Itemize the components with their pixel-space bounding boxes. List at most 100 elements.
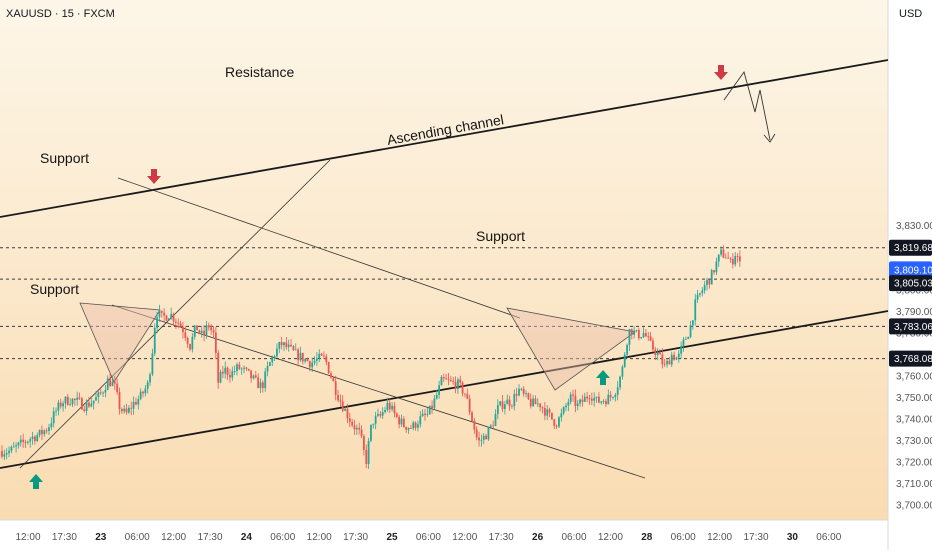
candle-body xyxy=(633,330,636,335)
candle-body xyxy=(518,388,520,396)
candle-body xyxy=(468,398,471,413)
candle-body xyxy=(229,374,231,378)
candle-body xyxy=(167,318,170,321)
candle-body xyxy=(252,375,255,379)
descending-line-upper[interactable] xyxy=(117,177,521,319)
candle-body xyxy=(692,320,694,326)
candle-body xyxy=(609,394,612,398)
candle-body xyxy=(363,436,365,450)
candle-body xyxy=(410,428,412,429)
projection-path[interactable] xyxy=(723,70,771,141)
triangle-pattern-right[interactable] xyxy=(506,307,636,391)
candle-body xyxy=(38,429,41,436)
candle-body xyxy=(398,416,401,425)
candle-body xyxy=(259,382,262,389)
candle-body xyxy=(496,405,499,415)
y-tick-label: 3,740.00 xyxy=(896,415,932,426)
candle-body xyxy=(701,290,704,294)
candle-body xyxy=(203,330,205,336)
candle-body xyxy=(595,396,598,398)
channel-lower-line[interactable] xyxy=(0,310,889,469)
candle-body xyxy=(628,329,631,345)
candle-body xyxy=(97,392,100,398)
candle-body xyxy=(92,400,95,404)
candle-body xyxy=(330,373,332,378)
candle-body xyxy=(713,270,715,273)
candle-body xyxy=(612,397,614,398)
channel-upper-line[interactable] xyxy=(0,59,889,218)
candle-body xyxy=(520,388,523,390)
candle-body xyxy=(254,375,257,378)
candle-body xyxy=(560,413,563,418)
candle-body xyxy=(323,355,325,357)
candle-body xyxy=(308,361,311,368)
candle-body xyxy=(52,411,55,424)
candle-body xyxy=(419,416,422,425)
candle-body xyxy=(689,325,692,338)
up-arrow-icon xyxy=(29,474,43,489)
y-tick-label: 3,700.00 xyxy=(896,501,932,512)
candle-body xyxy=(724,257,727,259)
candle-body xyxy=(10,446,13,451)
y-tick-label: 3,750.00 xyxy=(896,393,932,404)
candle-body xyxy=(616,387,619,395)
candle-body xyxy=(543,408,546,416)
candle-body xyxy=(73,398,76,400)
candle-body xyxy=(630,329,633,335)
level-price-tag[interactable] xyxy=(889,350,932,367)
candle-body xyxy=(489,425,492,428)
x-tick-label: 06:00 xyxy=(671,532,696,543)
candle-body xyxy=(440,377,443,386)
candle-body xyxy=(292,346,295,351)
descending-line-lower[interactable] xyxy=(111,304,646,479)
candle-body xyxy=(384,409,386,413)
triangle-pattern-left[interactable] xyxy=(79,302,161,383)
candle-body xyxy=(99,392,102,394)
candle-body xyxy=(1,451,3,457)
candle-body xyxy=(15,445,17,447)
candle-body xyxy=(424,413,426,415)
candle-body xyxy=(487,427,490,440)
candle-body xyxy=(226,367,229,375)
candle-body xyxy=(360,429,363,437)
candle-body xyxy=(55,410,57,412)
candle-body xyxy=(120,408,123,412)
support-label-left-bottom: Support xyxy=(30,281,79,297)
x-tick-label: 24 xyxy=(241,532,253,543)
candle-body xyxy=(367,440,370,464)
candle-body xyxy=(200,330,203,333)
level-price-tag[interactable] xyxy=(889,318,932,335)
candle-body xyxy=(125,408,128,413)
candle-body xyxy=(106,378,109,391)
candle-body xyxy=(407,428,410,430)
candle-body xyxy=(722,249,725,258)
candle-body xyxy=(135,401,137,405)
candle-body xyxy=(69,404,72,406)
symbol-title[interactable]: XAUUSD · 15 · FXCM xyxy=(6,8,115,20)
level-price-label: 3,819.68 xyxy=(894,243,932,254)
candle-body xyxy=(395,413,398,417)
candle-body xyxy=(567,402,570,406)
candle-body xyxy=(710,270,713,285)
candle-body xyxy=(607,394,610,405)
candle-body xyxy=(182,327,184,333)
candle-body xyxy=(276,348,278,357)
candle-body xyxy=(372,423,375,425)
candle-body xyxy=(12,446,15,448)
x-tick-label: 30 xyxy=(787,532,799,543)
candle-body xyxy=(377,413,379,416)
candle-body xyxy=(614,394,617,398)
candle-body xyxy=(22,439,25,442)
candle-body xyxy=(339,400,342,402)
candle-body xyxy=(45,430,48,432)
currency-label[interactable]: USD xyxy=(899,8,922,20)
rising-diagonal-line[interactable] xyxy=(19,159,331,469)
candle-body xyxy=(649,336,652,341)
level-price-tag[interactable] xyxy=(889,239,932,256)
level-price-tag[interactable] xyxy=(889,275,932,292)
candle-body xyxy=(645,333,647,337)
candle-body xyxy=(452,380,455,382)
candle-body xyxy=(501,401,504,410)
